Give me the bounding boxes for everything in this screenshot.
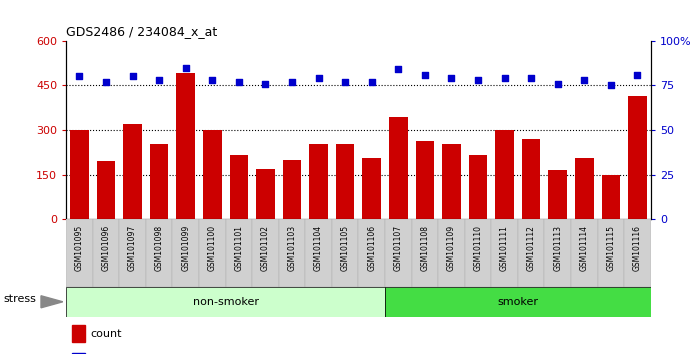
Text: GSM101105: GSM101105	[340, 225, 349, 271]
Text: GSM101115: GSM101115	[606, 225, 615, 271]
Bar	[336, 143, 354, 219]
Bar	[601, 175, 620, 219]
Bar	[176, 74, 195, 219]
Bar	[93, 219, 119, 287]
Point	[313, 75, 324, 81]
Text: GSM101109: GSM101109	[447, 225, 456, 271]
Text: GSM101100: GSM101100	[208, 225, 216, 271]
Bar	[72, 325, 85, 342]
Bar	[199, 219, 226, 287]
Polygon shape	[41, 296, 63, 308]
Text: GSM101095: GSM101095	[75, 225, 84, 271]
Bar	[598, 219, 624, 287]
Bar	[252, 219, 278, 287]
Bar	[306, 219, 332, 287]
Text: GSM101108: GSM101108	[420, 225, 429, 271]
Bar	[70, 130, 88, 219]
Point	[606, 82, 617, 88]
Bar	[230, 155, 248, 219]
Text: non-smoker: non-smoker	[193, 297, 259, 307]
Point	[419, 72, 430, 78]
Bar	[203, 130, 221, 219]
Bar	[496, 130, 514, 219]
Bar	[72, 353, 85, 354]
Text: GSM101107: GSM101107	[394, 225, 403, 271]
Point	[340, 79, 351, 85]
Text: GSM101096: GSM101096	[102, 225, 111, 271]
Point	[100, 79, 111, 85]
Text: GSM101112: GSM101112	[527, 225, 536, 271]
Text: stress: stress	[3, 294, 36, 304]
Bar	[518, 219, 544, 287]
Text: GSM101103: GSM101103	[287, 225, 296, 271]
Text: GSM101110: GSM101110	[473, 225, 482, 271]
Text: GSM101102: GSM101102	[261, 225, 270, 271]
Bar	[123, 124, 142, 219]
Bar	[385, 219, 411, 287]
Bar	[468, 155, 487, 219]
Point	[552, 81, 563, 86]
Point	[260, 81, 271, 86]
Bar	[438, 219, 465, 287]
Bar	[624, 219, 651, 287]
Text: smoker: smoker	[498, 297, 539, 307]
Text: GSM101097: GSM101097	[128, 225, 137, 271]
Text: GSM101099: GSM101099	[181, 225, 190, 271]
Point	[632, 72, 643, 78]
Bar	[442, 143, 461, 219]
Bar	[66, 219, 93, 287]
Bar	[146, 219, 173, 287]
Text: GSM101116: GSM101116	[633, 225, 642, 271]
Bar	[575, 158, 594, 219]
Point	[499, 75, 510, 81]
Bar	[522, 139, 541, 219]
Bar	[150, 143, 168, 219]
Bar	[416, 141, 434, 219]
Bar	[283, 160, 301, 219]
Bar	[97, 161, 116, 219]
Bar	[571, 219, 598, 287]
Point	[127, 74, 138, 79]
Bar	[309, 143, 328, 219]
Text: GSM101114: GSM101114	[580, 225, 589, 271]
Bar	[628, 96, 647, 219]
Text: GSM101104: GSM101104	[314, 225, 323, 271]
Bar	[66, 287, 385, 317]
Point	[473, 77, 484, 83]
Text: GSM101098: GSM101098	[155, 225, 164, 271]
Bar	[411, 219, 438, 287]
Point	[579, 77, 590, 83]
Point	[366, 79, 377, 85]
Bar	[226, 219, 252, 287]
Text: GSM101113: GSM101113	[553, 225, 562, 271]
Text: GDS2486 / 234084_x_at: GDS2486 / 234084_x_at	[66, 25, 217, 38]
Point	[393, 67, 404, 72]
Point	[207, 77, 218, 83]
Bar	[278, 219, 306, 287]
Text: count: count	[90, 329, 122, 339]
Point	[154, 77, 165, 83]
Bar	[548, 170, 567, 219]
Bar	[491, 219, 518, 287]
Bar	[465, 219, 491, 287]
Text: GSM101101: GSM101101	[235, 225, 244, 271]
Point	[74, 74, 85, 79]
Point	[287, 79, 298, 85]
Text: GSM101106: GSM101106	[367, 225, 377, 271]
Bar	[389, 117, 408, 219]
Bar	[358, 219, 385, 287]
Point	[525, 75, 537, 81]
Text: GSM101111: GSM101111	[500, 225, 509, 271]
Bar	[173, 219, 199, 287]
Point	[446, 75, 457, 81]
Bar	[332, 219, 358, 287]
Bar	[363, 158, 381, 219]
Point	[180, 65, 191, 70]
Bar	[256, 169, 275, 219]
Point	[233, 79, 244, 85]
Bar	[119, 219, 146, 287]
Bar	[544, 219, 571, 287]
Bar	[385, 287, 651, 317]
